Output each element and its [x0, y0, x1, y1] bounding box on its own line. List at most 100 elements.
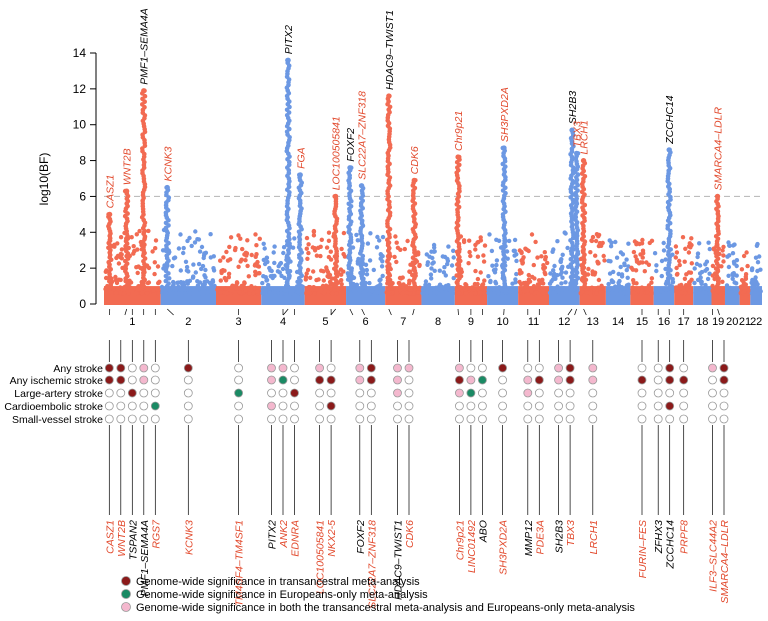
locus-connector	[350, 309, 353, 315]
data-point	[660, 274, 664, 278]
matrix-cell	[680, 415, 688, 423]
data-point	[522, 281, 526, 285]
data-point	[133, 291, 137, 295]
manhattan-points	[103, 228, 763, 305]
data-point	[560, 270, 564, 274]
data-point	[119, 278, 123, 282]
data-point	[263, 246, 267, 250]
data-point	[476, 255, 480, 259]
chromosome-label: 13	[587, 316, 599, 328]
data-point	[342, 231, 346, 235]
data-point	[527, 273, 531, 277]
data-point	[115, 241, 119, 245]
data-point	[670, 290, 674, 294]
data-point	[146, 281, 150, 285]
matrix-cell	[555, 389, 563, 397]
data-point	[677, 259, 681, 263]
data-point	[535, 255, 539, 259]
data-point	[529, 289, 533, 293]
chromosome-label: 20	[726, 316, 738, 328]
matrix-row-label: Any ischemic stroke	[10, 375, 104, 387]
data-point	[135, 247, 139, 251]
data-point	[327, 255, 331, 259]
matrix-cell	[291, 415, 299, 423]
chromosome-label: 15	[636, 316, 648, 328]
matrix-cell	[356, 389, 364, 397]
data-point	[703, 283, 707, 287]
data-point	[266, 283, 270, 287]
data-point	[202, 251, 206, 255]
data-point	[527, 277, 531, 281]
data-point	[339, 278, 343, 282]
locus-gene-label: PDE3A	[534, 520, 546, 554]
matrix-cell	[235, 376, 243, 384]
data-point	[319, 245, 323, 249]
data-point	[586, 267, 590, 271]
data-point	[299, 288, 303, 292]
data-point	[272, 261, 276, 265]
locus-gene-label: CDK6	[404, 520, 416, 548]
data-point	[380, 264, 384, 268]
data-point	[444, 273, 448, 277]
matrix-cell	[235, 364, 243, 372]
data-point	[114, 291, 118, 295]
data-point	[464, 291, 468, 295]
data-point	[182, 246, 186, 250]
peak-gene-label: CASZ1	[105, 175, 117, 209]
matrix-cell	[105, 402, 113, 410]
data-point	[305, 236, 309, 240]
data-point	[457, 291, 461, 295]
matrix-cell	[394, 402, 402, 410]
peak-top-point	[124, 189, 129, 194]
matrix-cell	[356, 402, 364, 410]
data-point	[433, 249, 437, 253]
data-point	[533, 240, 537, 244]
data-point	[478, 291, 482, 295]
data-point	[258, 237, 262, 241]
locus-connector	[568, 309, 572, 315]
peak-top-point	[347, 165, 352, 170]
data-point	[513, 238, 517, 242]
matrix-cell	[680, 402, 688, 410]
legend-marker	[122, 603, 131, 612]
data-point	[705, 260, 709, 264]
data-point	[378, 277, 382, 281]
matrix-cell	[638, 415, 646, 423]
matrix-cell	[499, 376, 507, 384]
matrix-cell	[680, 389, 688, 397]
data-point	[362, 291, 366, 295]
data-point	[740, 267, 744, 271]
data-point	[757, 254, 761, 258]
data-point	[451, 249, 455, 253]
data-point	[401, 291, 405, 295]
peak-gene-label: SH2B3	[567, 91, 579, 124]
matrix-cell	[327, 389, 335, 397]
data-point	[281, 267, 285, 271]
data-point	[752, 286, 756, 290]
matrix-cell	[151, 364, 159, 372]
data-point	[199, 291, 203, 295]
matrix-cell	[394, 415, 402, 423]
data-point	[219, 278, 223, 282]
data-point	[495, 258, 499, 262]
data-point	[140, 291, 144, 295]
matrix-cell	[720, 389, 728, 397]
data-point	[262, 242, 266, 246]
data-point	[203, 275, 207, 279]
locus-connector	[362, 309, 365, 315]
peak-top-point	[412, 178, 417, 183]
data-point	[219, 271, 223, 275]
data-point	[695, 262, 699, 266]
matrix-cell	[291, 389, 299, 397]
peak-top-point	[667, 147, 672, 152]
data-point	[357, 291, 361, 295]
data-point	[340, 286, 344, 290]
matrix-cell	[184, 376, 192, 384]
matrix-cell	[356, 376, 364, 384]
matrix-cell	[566, 364, 574, 372]
data-point	[674, 255, 678, 259]
data-point	[466, 286, 470, 290]
data-point	[113, 275, 117, 279]
peak-gene-label: KCNK3	[162, 146, 174, 181]
